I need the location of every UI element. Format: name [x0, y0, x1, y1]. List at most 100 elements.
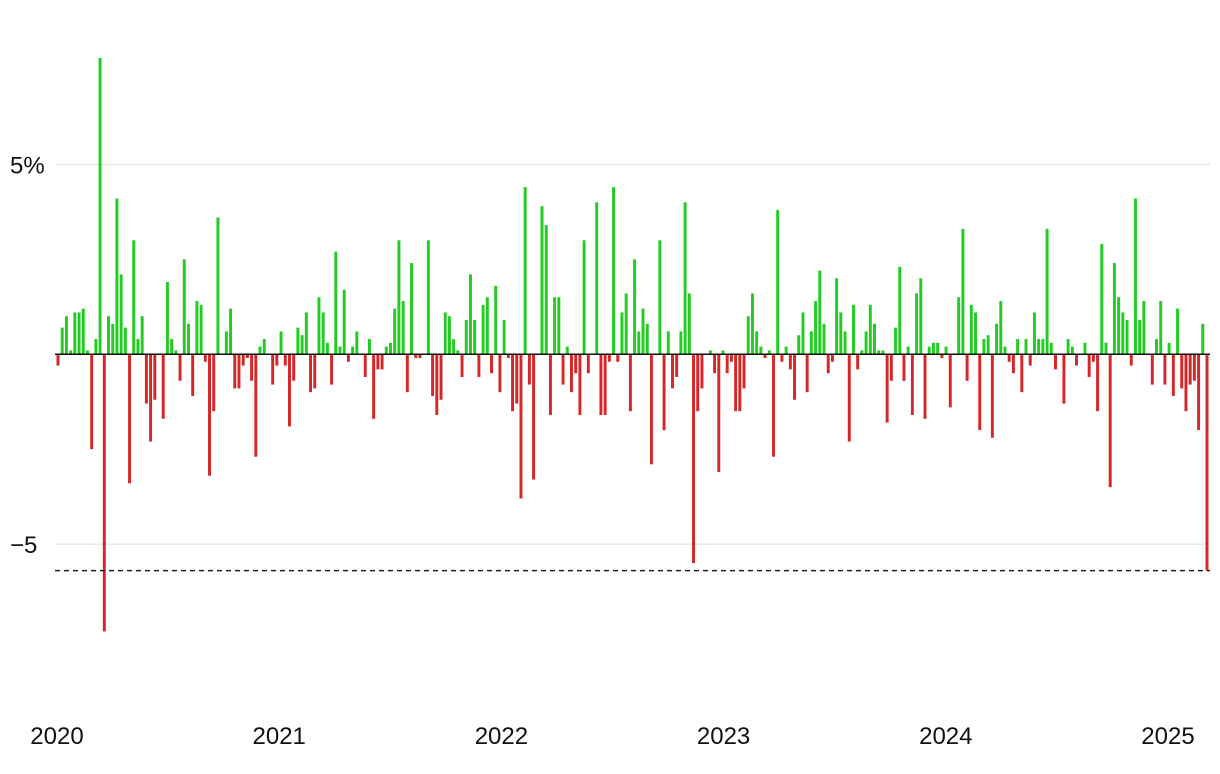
- bar-157: [717, 354, 721, 472]
- bar-219: [978, 354, 982, 431]
- bar-218: [974, 312, 977, 355]
- bar-260: [1150, 354, 1154, 385]
- bar-241: [1070, 346, 1074, 355]
- bar-171: [776, 209, 780, 355]
- bar-42: [233, 354, 237, 389]
- bar-208: [931, 342, 935, 355]
- bar-28: [174, 350, 178, 355]
- bar-102: [485, 297, 489, 355]
- bar-146: [671, 354, 674, 389]
- bar-10: [98, 58, 102, 355]
- bar-123: [574, 354, 578, 374]
- bar-197: [885, 354, 889, 423]
- bar-239: [1062, 354, 1066, 404]
- bar-44: [241, 354, 245, 366]
- bar-207: [927, 346, 931, 355]
- bar-255: [1129, 354, 1133, 366]
- bar-215: [961, 228, 965, 355]
- bar-115: [540, 206, 544, 355]
- bar-254: [1125, 320, 1129, 355]
- bar-4: [73, 312, 77, 355]
- bar-95: [456, 350, 460, 355]
- bar-26: [165, 282, 169, 355]
- bar-25: [161, 354, 165, 419]
- bar-34: [199, 304, 203, 355]
- bar-103: [490, 354, 493, 374]
- bar-153: [700, 354, 704, 389]
- bar-43: [237, 354, 241, 389]
- bar-18: [132, 240, 136, 355]
- bar-117: [548, 354, 552, 415]
- bar-78: [384, 346, 388, 355]
- x-tick-label-1: 2021: [253, 723, 306, 750]
- bar-244: [1083, 342, 1087, 355]
- bar-172: [780, 354, 784, 362]
- bar-152: [696, 354, 700, 412]
- bar-201: [902, 354, 906, 381]
- bar-200: [898, 266, 902, 355]
- bar-235: [1045, 228, 1049, 355]
- bar-140: [645, 323, 649, 355]
- bar-237: [1054, 354, 1057, 370]
- bar-166: [755, 331, 759, 355]
- bar-224: [999, 301, 1003, 355]
- bar-105: [498, 354, 502, 393]
- bar-16: [123, 327, 127, 355]
- bar-91: [439, 354, 443, 400]
- gridlines: [55, 163, 1210, 545]
- bar-98: [468, 274, 472, 355]
- bar-216: [965, 354, 969, 381]
- bar-233: [1037, 339, 1041, 355]
- bar-273: [1205, 354, 1209, 571]
- bar-189: [851, 304, 855, 355]
- bar-20: [140, 316, 144, 355]
- bar-65: [330, 354, 334, 385]
- bar-247: [1096, 354, 1100, 412]
- bar-84: [410, 263, 414, 355]
- bar-116: [544, 225, 548, 355]
- bar-251: [1112, 263, 1116, 355]
- bar-270: [1192, 354, 1196, 381]
- bar-69: [346, 354, 350, 362]
- bar-187: [843, 331, 847, 355]
- y-tick-label-0: 5%: [10, 152, 45, 179]
- bar-217: [969, 304, 973, 355]
- bar-263: [1163, 354, 1167, 385]
- bar-252: [1117, 297, 1121, 355]
- bar-148: [679, 331, 683, 355]
- bar-271: [1197, 354, 1201, 431]
- bar-19: [136, 339, 140, 355]
- bar-177: [801, 312, 805, 355]
- bar-261: [1155, 339, 1158, 355]
- bar-256: [1133, 198, 1137, 355]
- bar-143: [658, 240, 662, 355]
- bar-92: [443, 312, 447, 355]
- bar-173: [784, 346, 788, 355]
- bar-96: [460, 354, 464, 377]
- bar-269: [1188, 354, 1192, 385]
- bar-234: [1041, 339, 1045, 355]
- bar-193: [868, 304, 872, 355]
- bar-126: [586, 354, 590, 374]
- bar-118: [553, 297, 557, 355]
- bar-230: [1024, 339, 1028, 355]
- y-tick-labels: 5% −5: [10, 152, 45, 559]
- bar-12: [107, 316, 110, 355]
- x-tick-label-3: 2023: [697, 723, 750, 750]
- bar-120: [561, 354, 565, 385]
- bar-176: [797, 335, 801, 355]
- bar-128: [595, 202, 599, 355]
- bar-185: [835, 278, 839, 355]
- bar-268: [1184, 354, 1188, 412]
- bar-3: [69, 350, 73, 355]
- bar-170: [772, 354, 775, 457]
- bar-22: [149, 354, 153, 442]
- bar-250: [1108, 354, 1112, 488]
- bar-81: [397, 240, 401, 355]
- bar-136: [628, 354, 632, 412]
- bar-179: [809, 331, 813, 355]
- bar-7: [85, 350, 89, 355]
- bar-160: [729, 354, 733, 362]
- bar-175: [793, 354, 797, 400]
